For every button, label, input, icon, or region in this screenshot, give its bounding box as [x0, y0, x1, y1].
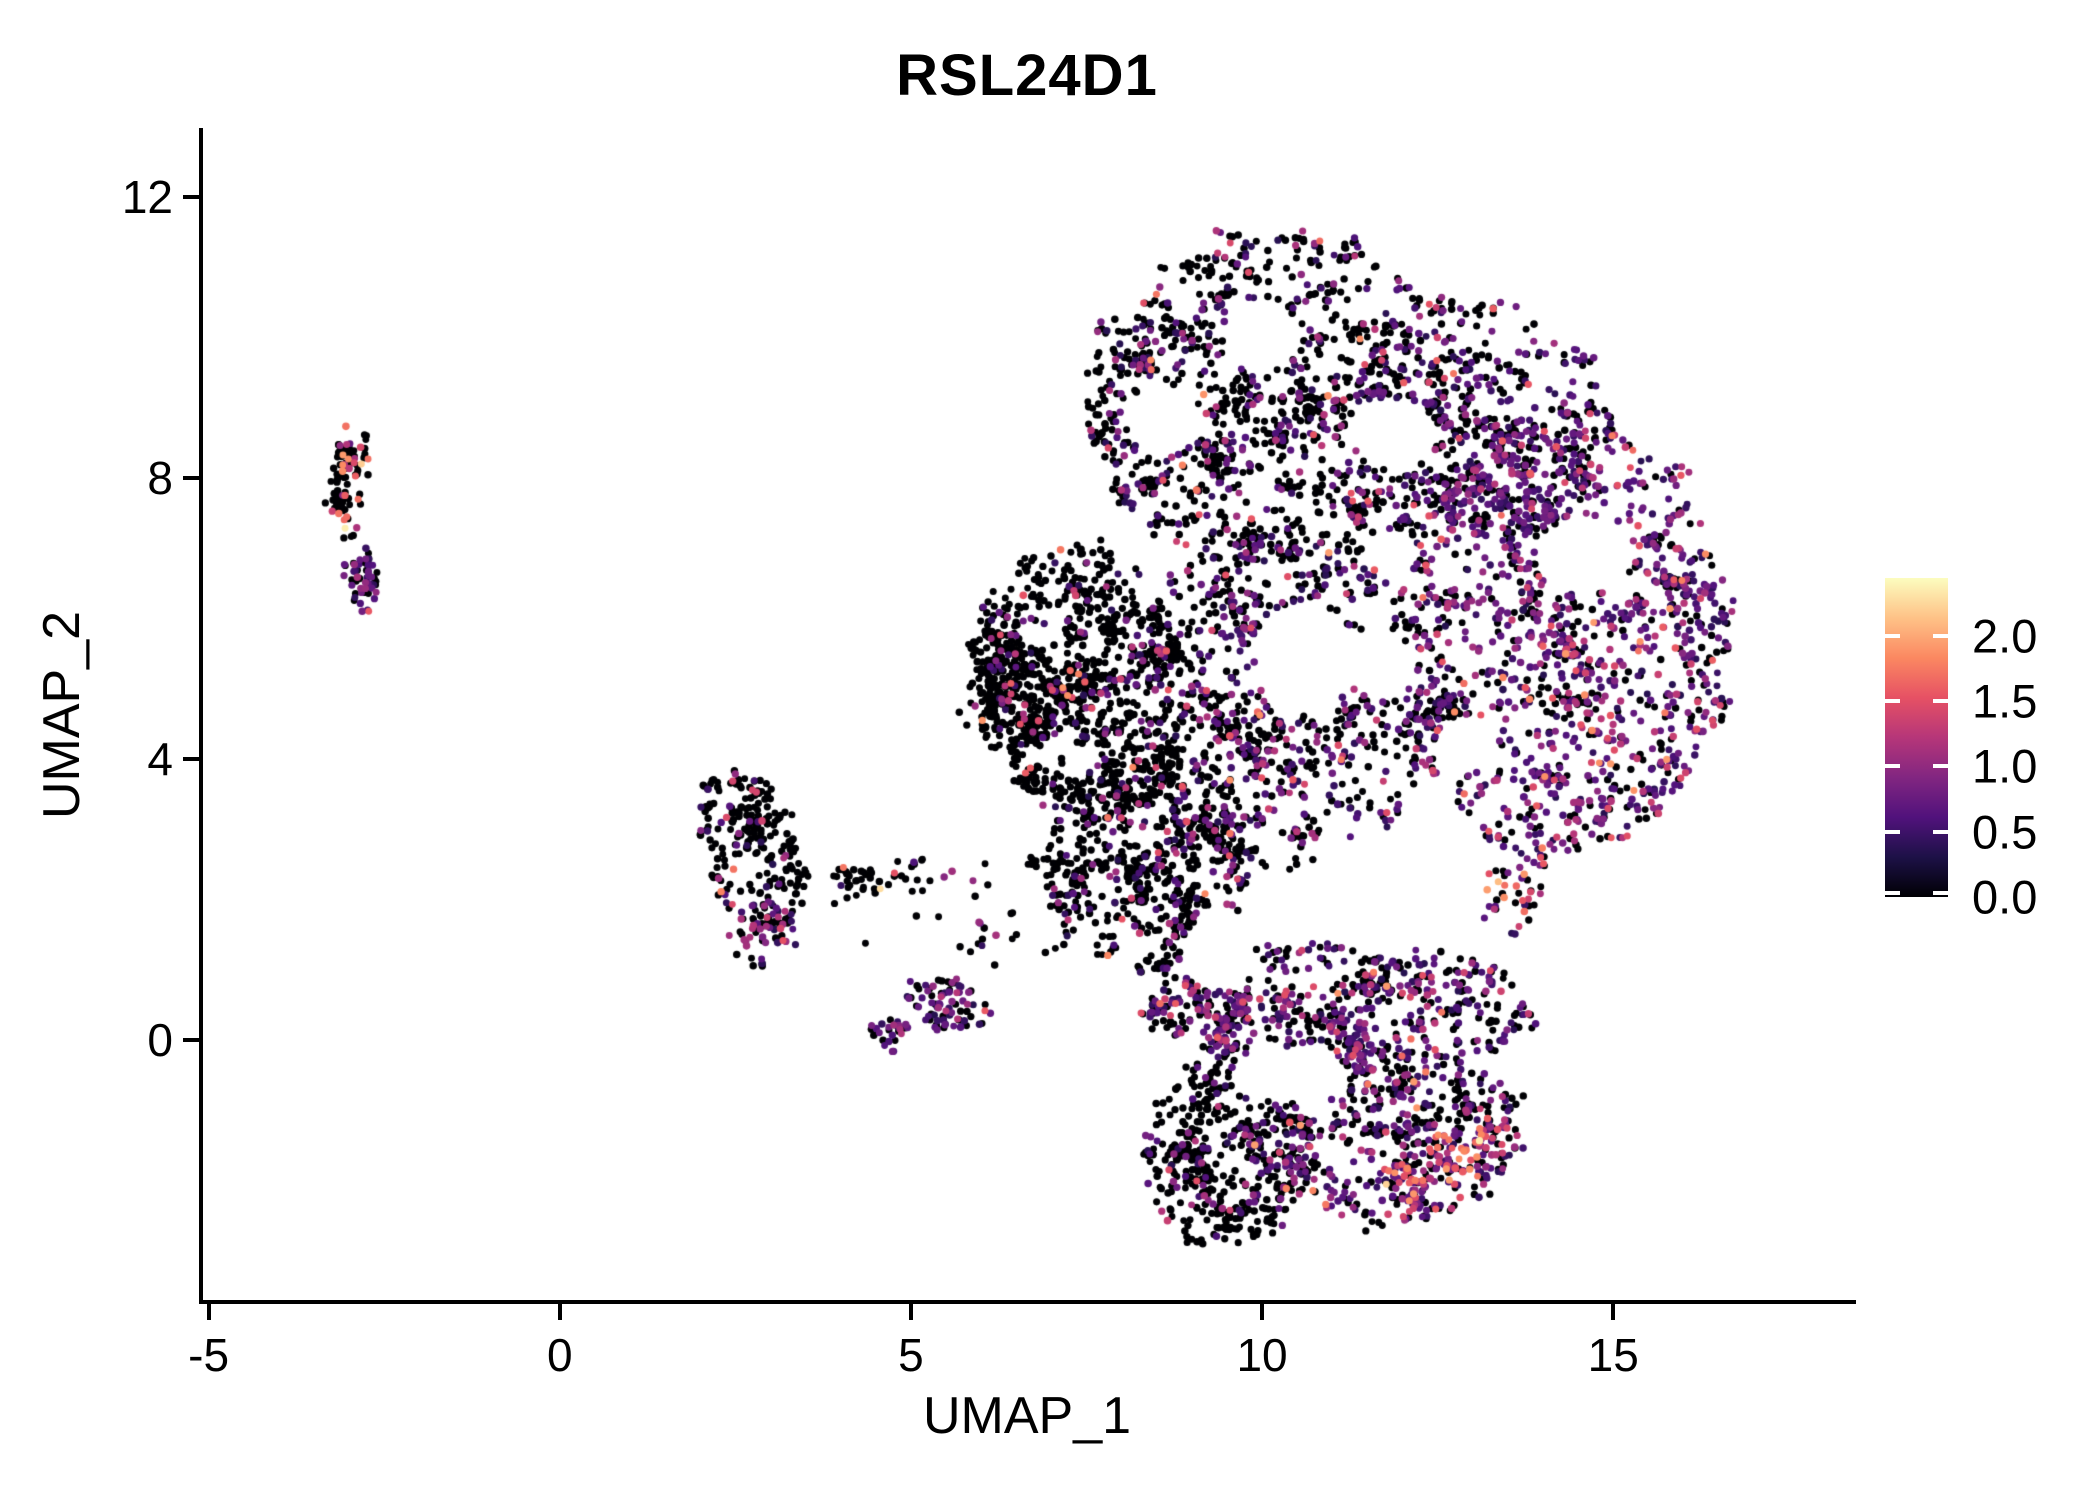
colorbar-tick-label: 1.5 [1972, 674, 2038, 728]
y-tick-label: 0 [147, 1014, 173, 1066]
colorbar-tick-label: 0.0 [1972, 870, 2038, 924]
y-tick-label: 12 [121, 170, 173, 223]
x-tick-mark [557, 1304, 562, 1320]
colorbar-tick-label: 2.0 [1972, 609, 2038, 663]
x-axis-line [199, 1300, 1856, 1304]
colorbar-tick-mark [1933, 829, 1948, 834]
colorbar-tick-label: 0.5 [1972, 805, 2038, 859]
colorbar-tick-label: 1.0 [1972, 739, 2038, 793]
colorbar-tick-mark [1885, 764, 1900, 769]
y-axis-title: UMAP_2 [33, 610, 91, 820]
y-axis-line [199, 128, 203, 1304]
expression-colorbar [1885, 578, 1948, 897]
colorbar-tick-mark [1933, 633, 1948, 638]
x-tick-label: -5 [188, 1329, 230, 1381]
x-tick-mark [206, 1304, 211, 1320]
y-tick-mark [183, 194, 199, 199]
x-tick-label: 0 [546, 1329, 573, 1381]
y-tick-mark [183, 756, 199, 761]
x-tick-label: 10 [1236, 1329, 1288, 1381]
x-tick-mark [1611, 1304, 1616, 1320]
colorbar-tick-mark [1933, 698, 1948, 703]
colorbar-tick-mark [1885, 633, 1900, 638]
colorbar-tick-mark [1885, 891, 1900, 895]
x-tick-label: 15 [1587, 1329, 1639, 1381]
y-tick-mark [183, 1038, 199, 1042]
x-tick-mark [1260, 1304, 1265, 1320]
y-tick-label: 8 [147, 451, 173, 504]
x-axis-title: UMAP_1 [922, 1387, 1132, 1445]
colorbar-tick-mark [1885, 698, 1900, 703]
x-tick-label: 5 [898, 1329, 924, 1381]
colorbar-tick-mark [1933, 764, 1948, 769]
colorbar-tick-mark [1885, 829, 1900, 834]
colorbar-tick-mark [1933, 891, 1948, 895]
x-tick-mark [908, 1304, 913, 1320]
y-tick-label: 4 [147, 732, 173, 785]
y-tick-mark [183, 475, 199, 480]
